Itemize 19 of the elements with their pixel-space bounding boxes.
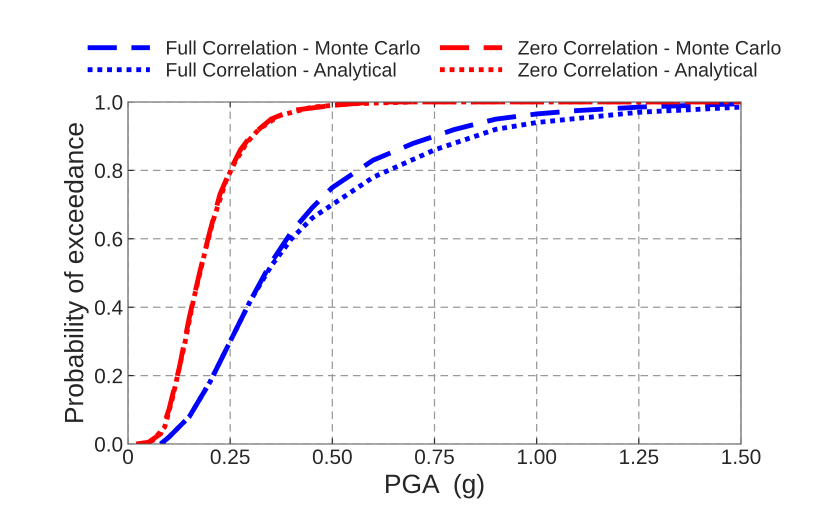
- legend-label: Full Correlation - Analytical: [167, 62, 396, 81]
- legend-label: Zero Correlation - Monte Carlo: [518, 40, 781, 55]
- y-tick-label: 0.6: [94, 232, 122, 247]
- y-tick-label: 0.8: [94, 163, 122, 178]
- x-tick-label: 0: [123, 449, 133, 464]
- x-tick-label: 1.50: [722, 449, 760, 464]
- y-tick-label: 0.0: [94, 437, 122, 452]
- y-tick-label: 0.2: [94, 368, 122, 384]
- x-tick-label: 1.25: [620, 449, 658, 464]
- x-axis-title: PGA (g): [386, 474, 484, 498]
- x-tick-label: 0.75: [415, 449, 454, 464]
- x-tick-label: 1.00: [518, 449, 556, 464]
- x-tick-label: 0.50: [312, 449, 352, 464]
- y-tick-label: 1.0: [96, 95, 122, 110]
- y-tick-label: 0.4: [94, 300, 123, 315]
- legend-label: Zero Correlation - Analytical: [518, 62, 756, 81]
- legend-label: Full Correlation - Monte Carlo: [167, 40, 420, 55]
- y-axis-title: Probability of exceedance: [64, 123, 89, 422]
- x-tick-label: 0.25: [210, 449, 250, 464]
